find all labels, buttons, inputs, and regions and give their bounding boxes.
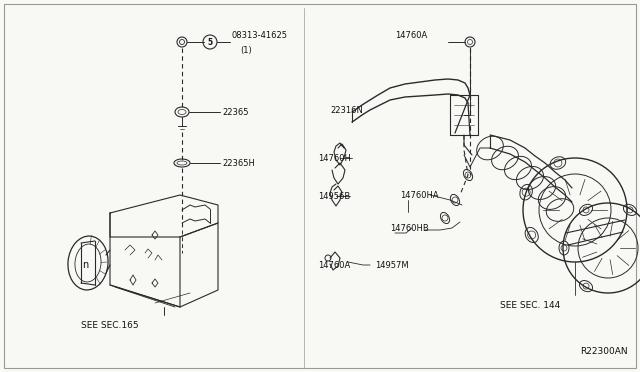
Text: 22365H: 22365H bbox=[222, 158, 255, 167]
Text: (1): (1) bbox=[240, 45, 252, 55]
Text: SEE SEC.165: SEE SEC.165 bbox=[81, 321, 139, 330]
Text: SEE SEC. 144: SEE SEC. 144 bbox=[500, 301, 560, 310]
Text: 14957M: 14957M bbox=[375, 260, 408, 269]
Text: 14760A: 14760A bbox=[318, 260, 350, 269]
Text: 14760H: 14760H bbox=[318, 154, 351, 163]
Text: 08313-41625: 08313-41625 bbox=[232, 31, 288, 40]
Text: R22300AN: R22300AN bbox=[580, 347, 628, 356]
Text: 14760HA: 14760HA bbox=[400, 190, 438, 199]
Text: 5: 5 bbox=[207, 38, 212, 46]
Text: 14760HB: 14760HB bbox=[390, 224, 429, 232]
Text: 14956B: 14956B bbox=[318, 192, 350, 201]
Circle shape bbox=[203, 35, 217, 49]
Text: 22316N: 22316N bbox=[330, 106, 363, 115]
Text: 22365: 22365 bbox=[222, 108, 248, 116]
Text: 14760A: 14760A bbox=[395, 31, 428, 40]
Text: n: n bbox=[82, 260, 88, 270]
